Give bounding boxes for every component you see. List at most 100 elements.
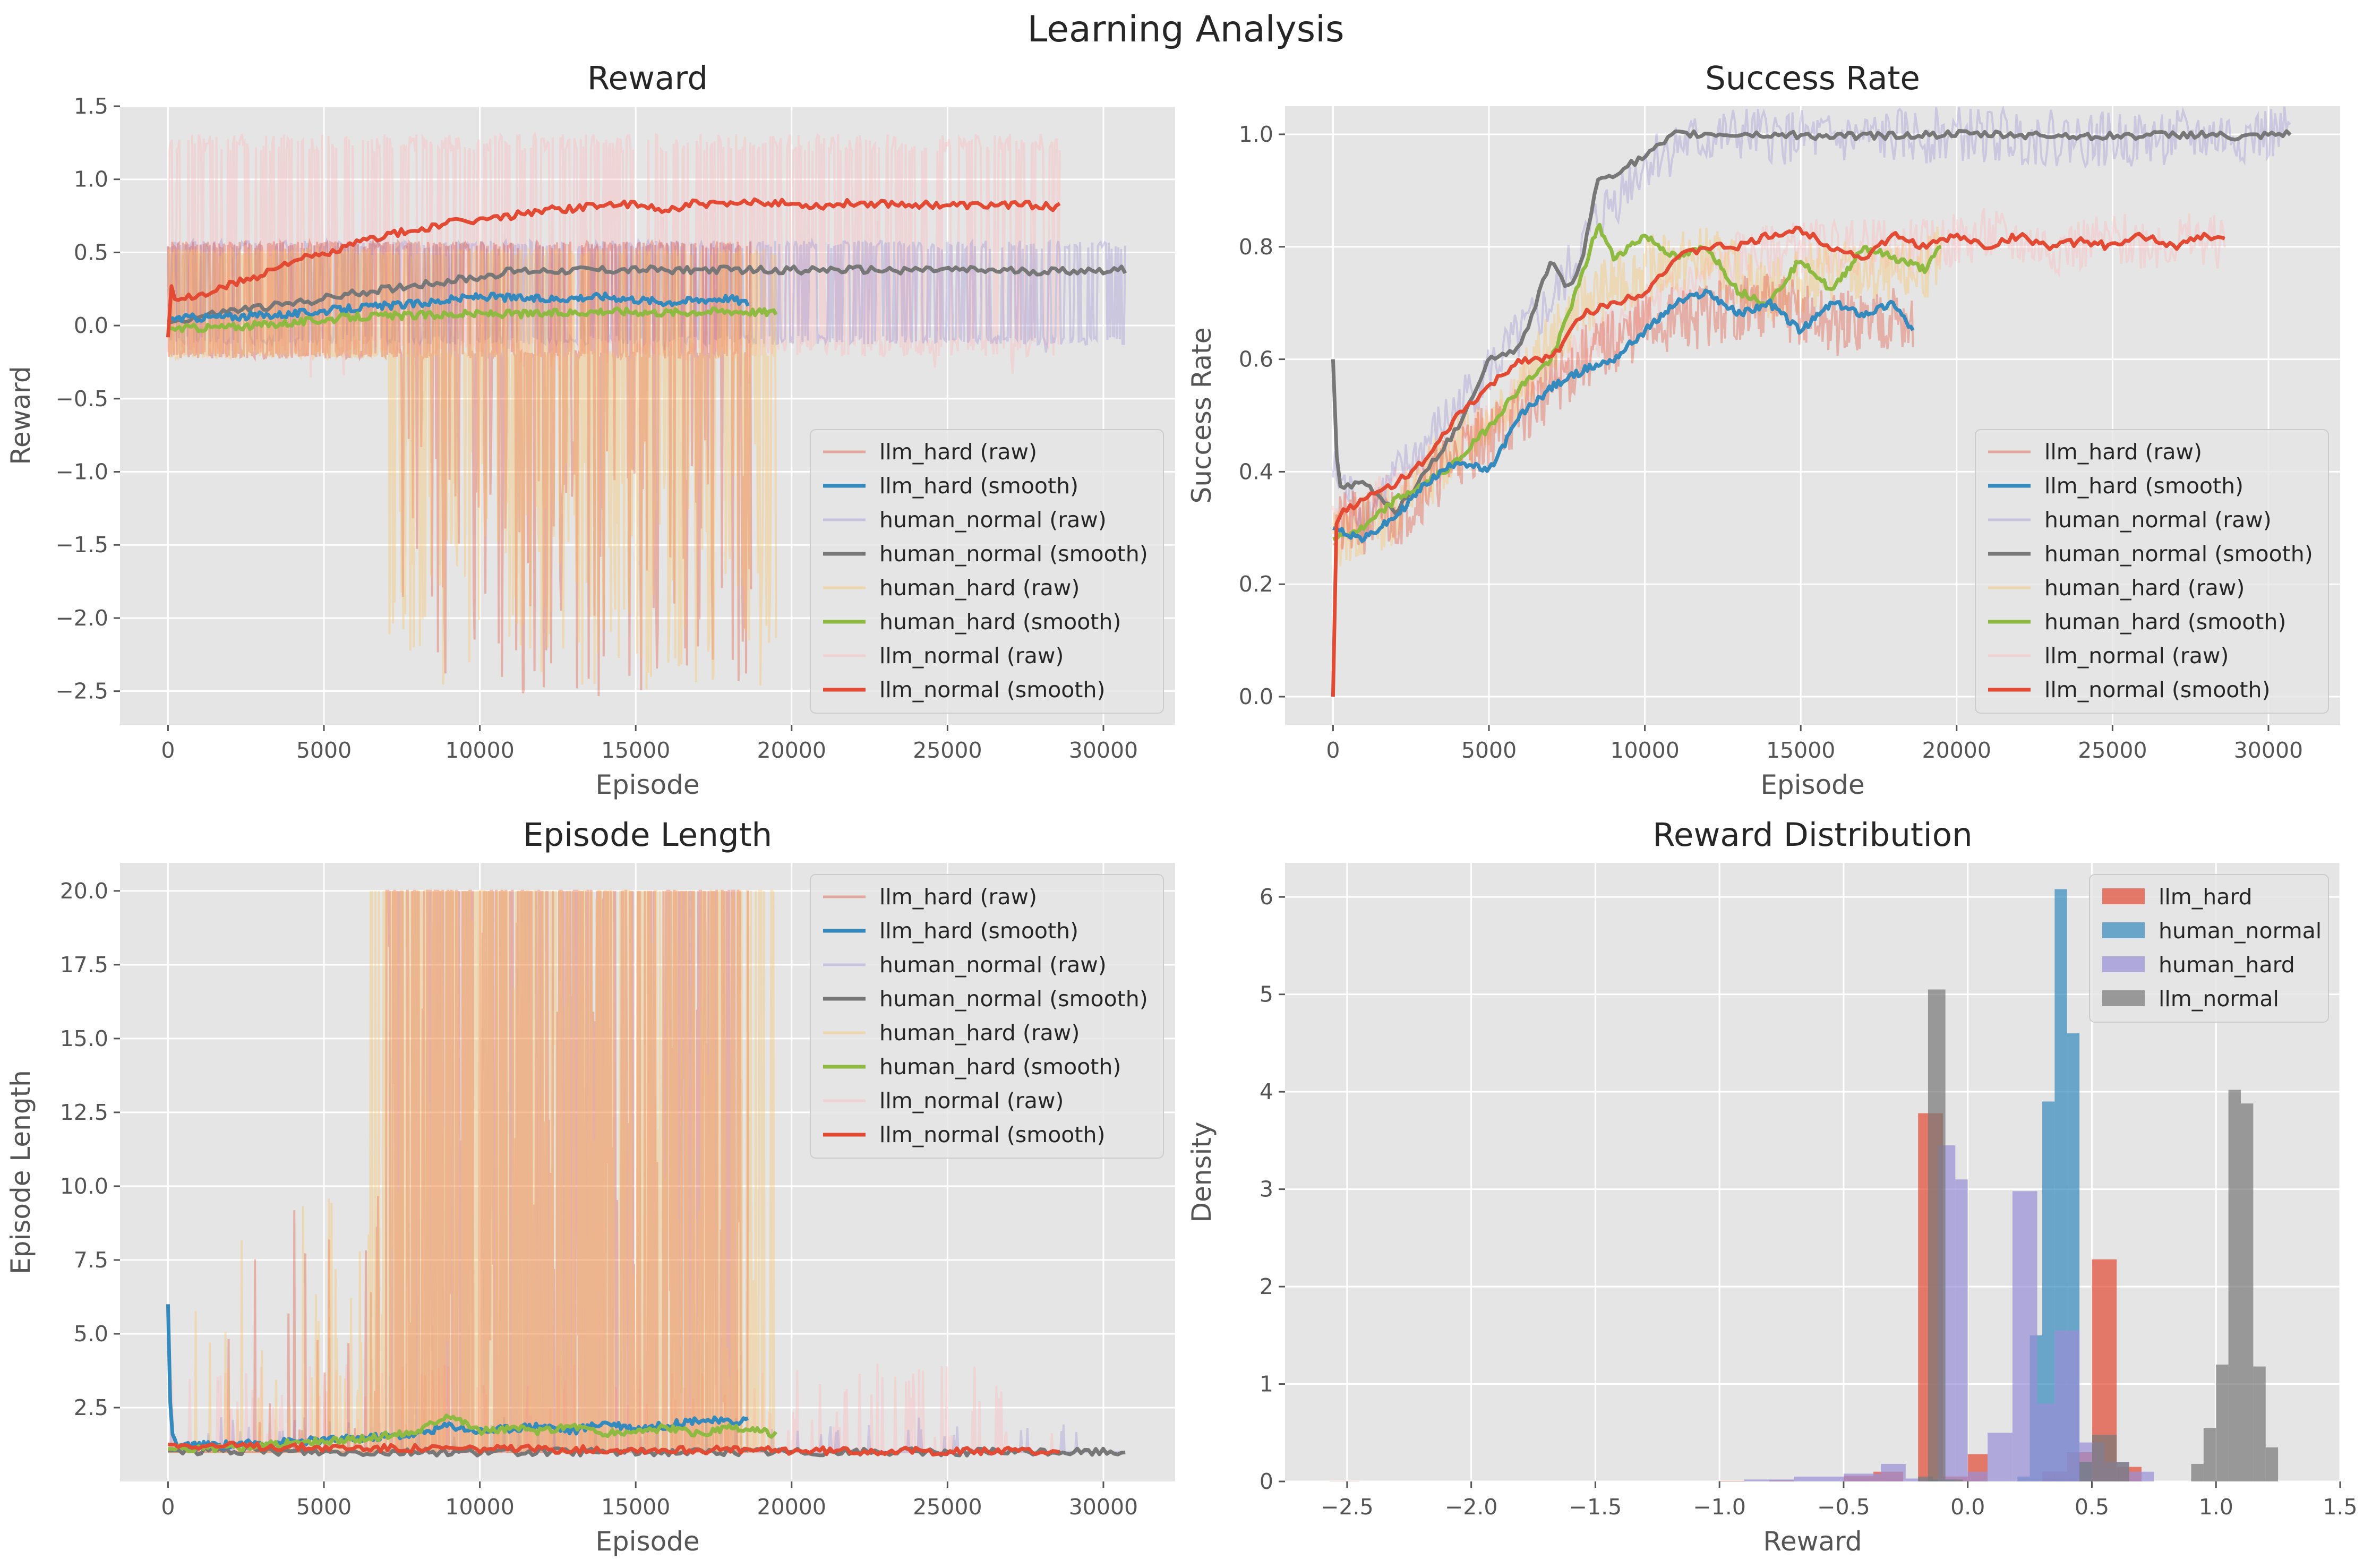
episode-length-chart: 2.5 5.0 7.5 10.0 12.5 15.0 17.5 20.0 0 5000 10000 1… bbox=[5, 816, 1175, 1557]
series-raw-human-hard-raw bbox=[168, 889, 776, 1453]
hist-bar-llm-normal bbox=[2203, 1428, 2216, 1481]
x-tick-label: 30000 bbox=[2234, 738, 2303, 763]
y-tick-label: 0 bbox=[1260, 1469, 1273, 1494]
x-tick-label: 10000 bbox=[445, 738, 514, 763]
y-tick-label: −2.0 bbox=[55, 605, 108, 631]
x-tick-label: 0.5 bbox=[2075, 1494, 2109, 1520]
x-tick-label: 25000 bbox=[2078, 738, 2147, 763]
success-rate-chart: 0.0 0.2 0.4 0.6 0.8 1.0 0 5000 10000 15000 20000 25… bbox=[1186, 59, 2340, 800]
y-tick-label: 10.0 bbox=[60, 1173, 108, 1199]
series-raw-llm-hard-raw bbox=[167, 238, 752, 696]
x-tick-label: 20000 bbox=[757, 1494, 826, 1520]
x-axis-label: Reward bbox=[1763, 1526, 1862, 1557]
hist-bar-human-hard bbox=[1988, 1433, 2013, 1481]
y-tick-label: 2.5 bbox=[74, 1395, 108, 1420]
x-tick-label: 1.5 bbox=[2323, 1494, 2357, 1520]
legend-box bbox=[810, 429, 1164, 714]
hist-bar-human-hard bbox=[1794, 1476, 1844, 1481]
x-tick-label: 5000 bbox=[1461, 738, 1517, 763]
legend-label: llm_normal (raw) bbox=[2044, 643, 2229, 669]
reward-distribution-chart: 0 1 2 3 4 5 6 −2.5 −2.0 −1.5 −1.0 −0.5 0.0 0.5 1.0 1.5 R… bbox=[1186, 816, 2358, 1557]
series-line-human-hard-smooth bbox=[168, 306, 778, 333]
legend: llm_hard (raw) llm_hard (smooth) human_nor… bbox=[810, 429, 1164, 714]
legend-label: llm_normal bbox=[2159, 986, 2279, 1012]
chart-title: Success Rate bbox=[1705, 59, 1920, 97]
legend-label: human_normal (raw) bbox=[879, 507, 1107, 533]
y-tick-label: 0.0 bbox=[1239, 684, 1273, 709]
x-tick-label: 15000 bbox=[601, 1494, 670, 1520]
y-tick-label: 5 bbox=[1260, 982, 1273, 1007]
legend-label: human_normal bbox=[2159, 918, 2322, 944]
x-tick-label: 0.0 bbox=[1950, 1494, 1985, 1520]
chart-title: Reward Distribution bbox=[1652, 816, 1972, 854]
legend-label: llm_hard (smooth) bbox=[879, 473, 1078, 499]
y-tick-label: 4 bbox=[1260, 1079, 1273, 1104]
figure-title: Learning Analysis bbox=[1027, 8, 1345, 50]
legend-label: human_hard bbox=[2159, 952, 2295, 978]
legend-box bbox=[2089, 874, 2329, 1023]
y-tick-label: 0.0 bbox=[74, 313, 108, 338]
y-tick-label: −1.0 bbox=[55, 459, 108, 485]
chart-title: Episode Length bbox=[523, 816, 772, 854]
y-tick-label: 15.0 bbox=[60, 1026, 108, 1051]
legend-label: llm_hard (smooth) bbox=[2044, 473, 2243, 499]
legend-label: llm_normal (raw) bbox=[879, 643, 1064, 669]
y-tick-label: 0.5 bbox=[74, 239, 108, 265]
y-tick-label: 6 bbox=[1260, 884, 1273, 910]
legend-label: human_normal (smooth) bbox=[2044, 541, 2313, 567]
series-raw-llm-hard-raw bbox=[1332, 273, 1914, 555]
x-axis-label: Episode bbox=[595, 769, 699, 800]
y-axis-label: Success Rate bbox=[1186, 328, 1217, 504]
y-tick-label: 3 bbox=[1260, 1177, 1273, 1202]
series-line-human-hard-smooth bbox=[168, 1413, 778, 1453]
x-tick-label: −1.5 bbox=[1569, 1494, 1622, 1520]
legend-box bbox=[810, 874, 1164, 1159]
legend-label: llm_hard (raw) bbox=[879, 439, 1037, 465]
x-tick-label: 15000 bbox=[601, 738, 670, 763]
y-axis-label: Reward bbox=[5, 366, 36, 465]
legend-label: llm_hard (raw) bbox=[2044, 439, 2202, 465]
hist-bar-human-hard bbox=[2037, 1403, 2055, 1481]
x-tick-label: 20000 bbox=[757, 738, 826, 763]
y-tick-label: −1.5 bbox=[55, 532, 108, 558]
legend-label: llm_normal (smooth) bbox=[879, 1122, 1105, 1147]
y-tick-label: 1.0 bbox=[74, 167, 108, 192]
x-tick-label: 30000 bbox=[1069, 1494, 1138, 1520]
series-line-llm-normal-smooth bbox=[1331, 225, 2225, 697]
x-tick-label: 1.0 bbox=[2199, 1494, 2233, 1520]
x-tick-label: −1.0 bbox=[1693, 1494, 1746, 1520]
plot-marks bbox=[1330, 889, 2279, 1481]
x-tick-label: 0 bbox=[1326, 738, 1340, 763]
legend: llm_hard (raw) llm_hard (smooth) human_nor… bbox=[1975, 429, 2329, 714]
x-tick-label: 5000 bbox=[296, 1494, 352, 1520]
hist-bar-llm-normal bbox=[2117, 1462, 2129, 1481]
legend-label: llm_normal (raw) bbox=[879, 1088, 1064, 1113]
y-axis-label: Density bbox=[1186, 1121, 1217, 1222]
legend-box bbox=[1975, 429, 2329, 714]
y-tick-label: 1.0 bbox=[1239, 122, 1273, 147]
hist-bar-human-hard bbox=[1843, 1473, 1881, 1481]
y-tick-label: 1 bbox=[1260, 1372, 1273, 1397]
x-tick-label: 0 bbox=[161, 1494, 175, 1520]
series-line-human-normal-smooth bbox=[1331, 128, 2292, 516]
x-tick-label: 15000 bbox=[1766, 738, 1835, 763]
legend-swatch bbox=[2102, 888, 2145, 904]
legend-swatch bbox=[2102, 990, 2145, 1006]
hist-bar-human-hard bbox=[1967, 1471, 1988, 1481]
y-tick-label: −0.5 bbox=[55, 386, 108, 412]
hist-bar-llm-normal bbox=[2079, 1462, 2092, 1481]
y-tick-label: 0.8 bbox=[1239, 234, 1273, 260]
y-tick-label: 0.4 bbox=[1239, 459, 1273, 484]
series-line-llm-hard-smooth bbox=[1332, 288, 1915, 543]
series-line-llm-normal-smooth bbox=[166, 197, 1061, 338]
legend-label: human_normal (smooth) bbox=[879, 986, 1148, 1012]
hist-bar-llm-normal bbox=[2191, 1463, 2204, 1481]
hist-bar-human-hard bbox=[1955, 1179, 1968, 1481]
y-axis-label: Episode Length bbox=[5, 1070, 36, 1274]
hist-bar-human-hard bbox=[1744, 1479, 1794, 1481]
hist-bar-llm-normal bbox=[1945, 1479, 1963, 1481]
chart-title: Reward bbox=[587, 59, 708, 97]
hist-bar-llm-normal bbox=[2253, 1366, 2266, 1481]
x-tick-label: 10000 bbox=[1610, 738, 1679, 763]
